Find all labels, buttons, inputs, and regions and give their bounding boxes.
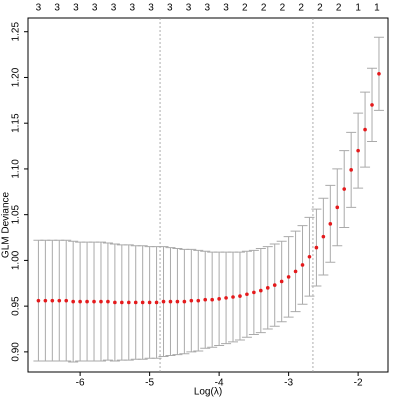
top-axis-label: 3 bbox=[223, 3, 229, 14]
point bbox=[50, 298, 55, 303]
point bbox=[245, 292, 249, 297]
top-axis-label: 3 bbox=[111, 3, 117, 14]
point bbox=[168, 299, 173, 304]
y-tick-label: 1.25 bbox=[11, 22, 22, 42]
point bbox=[377, 71, 381, 76]
point bbox=[272, 283, 277, 287]
point bbox=[363, 127, 367, 132]
point bbox=[57, 298, 62, 303]
point bbox=[133, 300, 138, 305]
x-tick-label: -3 bbox=[284, 378, 293, 389]
point bbox=[78, 299, 82, 304]
point bbox=[196, 298, 201, 303]
x-tick-label: -4 bbox=[215, 378, 224, 389]
top-axis-label: 2 bbox=[280, 3, 286, 14]
point bbox=[203, 297, 208, 302]
point bbox=[210, 297, 214, 302]
plot-frame bbox=[27, 17, 389, 373]
top-axis-label: 1 bbox=[355, 3, 361, 14]
point bbox=[328, 222, 333, 226]
point bbox=[321, 234, 326, 239]
point bbox=[43, 298, 48, 303]
point bbox=[71, 299, 75, 304]
point bbox=[64, 298, 69, 303]
point bbox=[342, 187, 347, 191]
point bbox=[356, 148, 360, 153]
y-tick-label: 1.05 bbox=[11, 204, 22, 224]
top-axis-label: 2 bbox=[242, 3, 248, 14]
point bbox=[300, 263, 305, 267]
top-axis-label: 3 bbox=[167, 3, 173, 14]
point bbox=[252, 290, 256, 295]
point bbox=[265, 286, 270, 290]
top-axis-label: 2 bbox=[317, 3, 323, 14]
point bbox=[140, 300, 145, 305]
point bbox=[286, 275, 291, 279]
point bbox=[175, 299, 180, 304]
point bbox=[126, 300, 131, 305]
point bbox=[335, 205, 340, 210]
point bbox=[231, 295, 235, 299]
x-axis-label: Log(λ) bbox=[194, 387, 222, 398]
top-axis-label: 3 bbox=[186, 3, 192, 14]
point bbox=[189, 298, 194, 303]
top-axis-label: 3 bbox=[73, 3, 79, 14]
point bbox=[113, 300, 117, 305]
point bbox=[106, 299, 110, 304]
point bbox=[182, 299, 187, 304]
top-axis-label: 3 bbox=[54, 3, 60, 14]
x-tick-label: -2 bbox=[354, 378, 363, 389]
top-axis-label: 3 bbox=[36, 3, 42, 14]
y-tick-label: 1.10 bbox=[11, 159, 22, 179]
point bbox=[92, 299, 96, 304]
top-axis-label: 2 bbox=[261, 3, 267, 14]
top-axis-label: 2 bbox=[298, 3, 304, 14]
top-axis-label: 1 bbox=[374, 3, 380, 14]
point bbox=[259, 288, 263, 293]
y-tick-label: 1.15 bbox=[11, 113, 22, 133]
point bbox=[36, 298, 41, 303]
y-tick-label: 1.20 bbox=[11, 67, 22, 87]
y-axis-label: GLM Deviance bbox=[1, 191, 12, 258]
top-axis-label: 2 bbox=[336, 3, 342, 14]
point bbox=[238, 294, 242, 298]
x-tick-label: -6 bbox=[76, 378, 85, 389]
top-axis-label: 3 bbox=[92, 3, 98, 14]
point bbox=[279, 279, 284, 284]
top-axis-label: 3 bbox=[129, 3, 135, 14]
point bbox=[224, 296, 228, 300]
point bbox=[147, 300, 152, 305]
point bbox=[120, 300, 124, 305]
point bbox=[349, 168, 353, 172]
top-axis-label: 3 bbox=[148, 3, 154, 14]
point bbox=[99, 299, 103, 304]
point bbox=[314, 245, 319, 250]
point bbox=[293, 269, 298, 274]
top-axis-label: 3 bbox=[205, 3, 211, 14]
point bbox=[85, 299, 89, 304]
x-tick-label: -5 bbox=[145, 378, 154, 389]
y-tick-label: 1.00 bbox=[11, 250, 22, 270]
y-tick-label: 0.95 bbox=[11, 296, 22, 316]
point bbox=[217, 297, 221, 301]
point bbox=[161, 299, 166, 304]
point bbox=[370, 103, 374, 107]
point bbox=[307, 254, 312, 259]
point bbox=[154, 300, 159, 305]
y-tick-label: 0.90 bbox=[11, 342, 22, 362]
